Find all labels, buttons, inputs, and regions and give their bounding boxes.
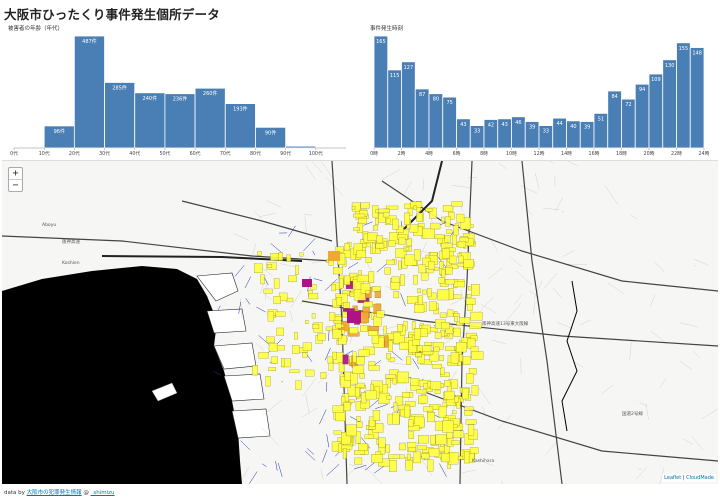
x-tick-label: 22時	[671, 151, 682, 157]
bar-value-label: 51	[598, 116, 604, 122]
map-label-kashihara: Kashihara	[472, 459, 495, 464]
bar-value-label: 90件	[265, 129, 276, 136]
x-tick-label: 100代	[309, 150, 323, 157]
bar-value-label: 33	[474, 129, 480, 135]
map-attribution: Leaflet | CloudMade	[662, 474, 716, 482]
x-tick-label: 6時	[453, 151, 461, 157]
bar-value-label: 80	[433, 97, 439, 103]
hour-chart-svg: 165 115 127 87 80 75 43 33 42 43 46 39 33 44 40 39 51 84 7…	[370, 35, 710, 157]
bar-value-label: 75	[446, 100, 452, 106]
bar-value-label: 165	[376, 39, 386, 45]
x-tick-label: 10代	[39, 150, 50, 157]
bar-value-label: 260件	[203, 90, 218, 97]
x-tick-label: 40代	[129, 150, 140, 157]
attribution-separator: |	[681, 475, 687, 481]
page-title: 大阪市ひったくり事件発生個所データ	[4, 7, 220, 22]
x-tick-label: 2時	[398, 151, 406, 157]
bar-value-label: 193件	[233, 106, 248, 113]
bar	[401, 61, 416, 149]
bar	[648, 73, 664, 149]
bar-value-label: 87	[419, 92, 425, 98]
bar-value-label: 236件	[173, 96, 188, 103]
bar	[285, 145, 317, 149]
bar-value-label: 43	[460, 122, 466, 128]
x-tick-label: 80代	[250, 150, 261, 157]
x-tick-label: 12時	[534, 151, 545, 157]
source-link[interactable]: 大阪市の犯罪発生情報	[26, 490, 82, 496]
bar-value-label: 40	[570, 124, 576, 130]
bar-value-label: 43	[501, 122, 507, 128]
bar	[224, 103, 256, 149]
bar-value-label: 94	[639, 87, 645, 93]
map-label-route2: 国道2号線	[622, 412, 643, 417]
bar-value-label: 44	[556, 121, 562, 127]
x-tick-label: 20時	[644, 151, 655, 157]
bar-value-label: 115	[390, 73, 400, 79]
age-chart-label: 被害者の年齢（年代）	[8, 26, 64, 32]
footer-credit: data by 大阪市の犯罪発生情報 @ _shimizu	[4, 488, 115, 496]
bar	[387, 69, 402, 149]
bar-value-label: 39	[529, 125, 535, 131]
bar	[104, 82, 136, 149]
bar	[689, 47, 705, 149]
map-label-koshien: Koshien	[62, 261, 80, 266]
bar	[73, 35, 105, 149]
bar-value-label: 487件	[82, 38, 97, 45]
bar-value-label: 109	[651, 77, 661, 83]
x-tick-label: 14時	[561, 151, 572, 157]
bar	[164, 93, 196, 149]
leaflet-link[interactable]: Leaflet	[664, 475, 682, 481]
bar	[634, 83, 650, 149]
zoom-out-button[interactable]: −	[9, 179, 22, 191]
bar-value-label: 285件	[112, 84, 127, 91]
bar	[255, 126, 287, 149]
bar	[373, 35, 389, 149]
age-chart-svg: 96件 487件 285件 240件 236件 260件 193件 90件 0代 10代 20代 30…	[10, 35, 346, 157]
bar-value-label: 96件	[54, 128, 65, 135]
map[interactable]: Kashihara 阪神高速 国道2号線 Aboyu 阪神高速13号東大阪線 K…	[2, 160, 718, 484]
bar-value-label: 148	[692, 51, 702, 57]
x-tick-label: 30代	[99, 150, 110, 157]
age-histogram: 被害者の年齢（年代） 96件 487件 285件 240件 236件 260件 193件 90…	[2, 24, 354, 158]
bar	[676, 42, 691, 149]
hour-histogram: 事件発生時刻 165 115 127 87 80 75 43 33 42 43 46 39 33 44 40…	[364, 24, 718, 158]
map-tiles[interactable]	[2, 161, 718, 484]
bar-value-label: 33	[543, 129, 549, 135]
bar-value-label: 39	[584, 125, 590, 131]
bar-value-label: 155	[679, 46, 689, 52]
x-tick-label: 20代	[69, 150, 80, 157]
bar	[134, 92, 166, 149]
bar-value-label: 130	[665, 63, 675, 69]
user-link[interactable]: _shimizu	[90, 490, 115, 496]
map-label-aboyu: Aboyu	[42, 223, 57, 228]
bar-value-label: 72	[625, 102, 631, 108]
zoom-in-button[interactable]: +	[12, 168, 19, 179]
x-tick-label: 0代	[10, 150, 18, 157]
footer-prefix: data by	[4, 490, 27, 496]
footer-at: @	[81, 490, 91, 496]
x-tick-label: 4時	[425, 151, 433, 157]
bar-value-label: 46	[515, 120, 521, 126]
zoom-control: + −	[8, 167, 23, 192]
x-tick-label: 8時	[480, 151, 488, 157]
x-tick-label: 18時	[616, 151, 627, 157]
x-tick-label: 16時	[589, 151, 600, 157]
x-tick-label: 10時	[506, 151, 517, 157]
cloudmade-link[interactable]: CloudMade	[686, 475, 714, 481]
bar	[662, 59, 677, 149]
bar-value-label: 240件	[143, 95, 158, 102]
hour-chart-label: 事件発生時刻	[370, 26, 404, 32]
bar-value-label: 42	[488, 122, 494, 128]
bar-value-label: 84	[611, 94, 617, 100]
x-tick-label: 60代	[190, 150, 201, 157]
bar-value-label: 127	[404, 65, 414, 71]
x-tick-label: 70代	[220, 150, 231, 157]
x-tick-label: 24時	[699, 151, 710, 157]
map-label-highway: 阪神高速	[62, 240, 80, 245]
x-tick-label: 50代	[159, 150, 170, 157]
x-tick-label: 90代	[280, 150, 291, 157]
x-tick-label: 0時	[370, 151, 378, 157]
map-label-route13: 阪神高速13号東大阪線	[482, 322, 529, 327]
